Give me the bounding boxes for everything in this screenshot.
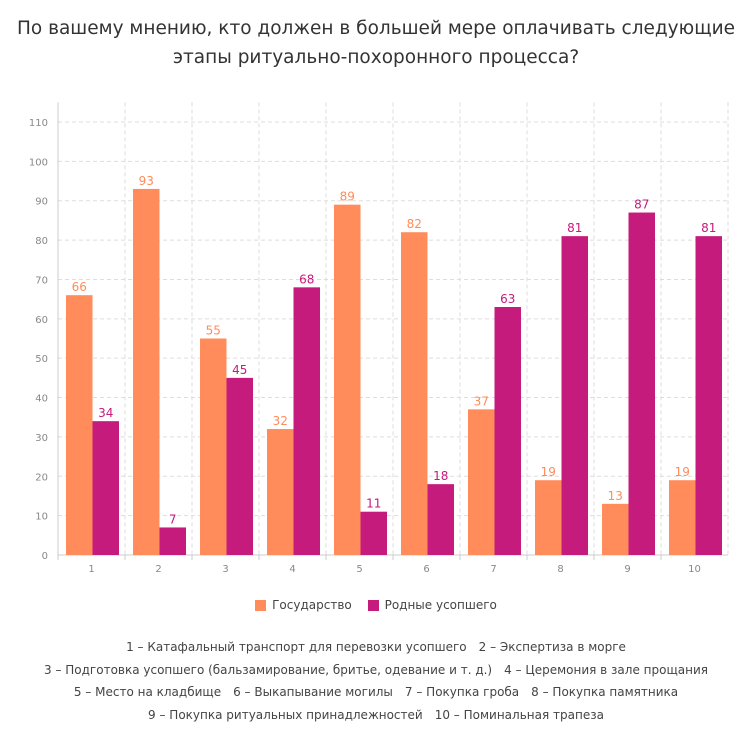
note: 4 – Церемония в зале прощания	[504, 662, 708, 677]
y-tick-label: 70	[35, 275, 48, 286]
data-label: 34	[98, 406, 113, 420]
y-tick-label: 50	[35, 354, 48, 365]
x-tick-label: 3	[222, 564, 228, 575]
bar-gosudarstvo	[66, 295, 93, 555]
bar-gosudarstvo	[334, 204, 361, 555]
bar-rodnye	[226, 377, 253, 555]
y-tick-label: 90	[35, 197, 48, 208]
data-label: 82	[407, 217, 422, 231]
x-tick-label: 6	[423, 564, 429, 575]
x-tick-label: 2	[155, 564, 161, 575]
title-line-1: По вашему мнению, кто должен в большей м…	[16, 18, 736, 39]
bar-gosudarstvo	[468, 409, 495, 555]
note: 2 – Экспертиза в морге	[478, 640, 626, 654]
bar-rodnye	[427, 484, 454, 555]
data-label: 66	[72, 280, 87, 294]
y-tick-label: 110	[29, 118, 48, 129]
note: 9 – Покупка ритуальных принадлежностей	[148, 707, 423, 722]
title-line-2: этапы ритуально-похоронного процесса?	[172, 47, 580, 68]
chart-title: По вашему мнению, кто должен в большей м…	[0, 14, 752, 72]
y-tick-label: 0	[42, 551, 48, 562]
y-tick-label: 40	[35, 394, 48, 405]
data-label: 19	[675, 465, 690, 479]
x-tick-label: 8	[557, 564, 563, 575]
x-tick-label: 5	[356, 564, 362, 575]
y-tick-label: 100	[29, 157, 48, 168]
legend-item-gosudarstvo[interactable]: Государство	[255, 598, 352, 612]
bar-rodnye	[561, 236, 588, 555]
data-label: 19	[541, 465, 556, 479]
bar-rodnye	[695, 236, 722, 555]
note: 5 – Место на кладбище	[73, 685, 222, 699]
notes-line: 9 – Покупка ритуальных принадлежностей 10…	[0, 704, 752, 727]
note: 6 – Выкапывание могилы	[233, 685, 393, 699]
bar-gosudarstvo	[535, 480, 562, 555]
bar-rodnye	[159, 527, 186, 555]
x-tick-label: 10	[688, 564, 701, 575]
bar-rodnye	[293, 287, 320, 555]
legend-swatch	[367, 599, 379, 611]
data-label: 32	[273, 414, 288, 428]
note: 8 – Покупка памятника	[531, 685, 679, 699]
y-tick-label: 20	[35, 472, 48, 483]
data-label: 18	[433, 469, 448, 483]
bar-gosudarstvo	[602, 503, 629, 555]
bar-gosudarstvo	[669, 480, 696, 555]
data-label: 87	[634, 198, 649, 212]
data-label: 55	[206, 324, 221, 338]
note: 1 – Катафальный транспорт для перевозки …	[126, 640, 467, 654]
data-label: 81	[567, 221, 582, 235]
legend-swatch	[255, 599, 267, 611]
y-tick-label: 80	[35, 236, 48, 247]
bar-rodnye	[628, 212, 655, 555]
legend-item-rodnye[interactable]: Родные усопшего	[367, 598, 497, 612]
bar-gosudarstvo	[133, 188, 160, 555]
data-label: 45	[232, 363, 247, 377]
bar-rodnye	[92, 421, 119, 555]
bar-gosudarstvo	[267, 429, 294, 555]
note: 7 – Покупка гроба	[404, 685, 520, 699]
x-tick-label: 7	[490, 564, 496, 575]
data-label: 68	[299, 272, 314, 286]
bar-rodnye	[494, 307, 521, 555]
x-tick-label: 9	[624, 564, 630, 575]
notes-line: 1 – Катафальный транспорт для перевозки …	[0, 636, 752, 659]
bar-gosudarstvo	[200, 338, 227, 555]
data-label: 63	[500, 292, 515, 306]
bar-rodnye	[360, 511, 387, 555]
data-label: 37	[474, 394, 489, 408]
legend-label: Государство	[272, 598, 352, 612]
notes-line: 5 – Место на кладбище 6 – Выкапывание мог…	[0, 681, 752, 704]
legend: Государство Родные усопшего	[0, 598, 752, 614]
note: 10 – Поминальная трапеза	[434, 707, 604, 722]
y-tick-label: 30	[35, 433, 48, 444]
notes-line: 3 – Подготовка усопшего (бальзамирование…	[0, 659, 752, 682]
data-label: 13	[608, 489, 623, 503]
y-tick-label: 60	[35, 315, 48, 326]
data-label: 11	[366, 497, 381, 511]
note: 3 – Подготовка усопшего (бальзамирование…	[44, 662, 493, 677]
legend-label: Родные усопшего	[384, 598, 497, 612]
x-tick-label: 4	[289, 564, 295, 575]
data-label: 81	[701, 221, 716, 235]
x-tick-label: 1	[88, 564, 94, 575]
data-label: 7	[169, 512, 177, 526]
data-label: 89	[340, 190, 355, 204]
category-notes: 1 – Катафальный транспорт для перевозки …	[0, 636, 752, 726]
y-tick-label: 10	[35, 512, 48, 523]
data-label: 93	[139, 174, 154, 188]
bar-gosudarstvo	[401, 232, 428, 555]
